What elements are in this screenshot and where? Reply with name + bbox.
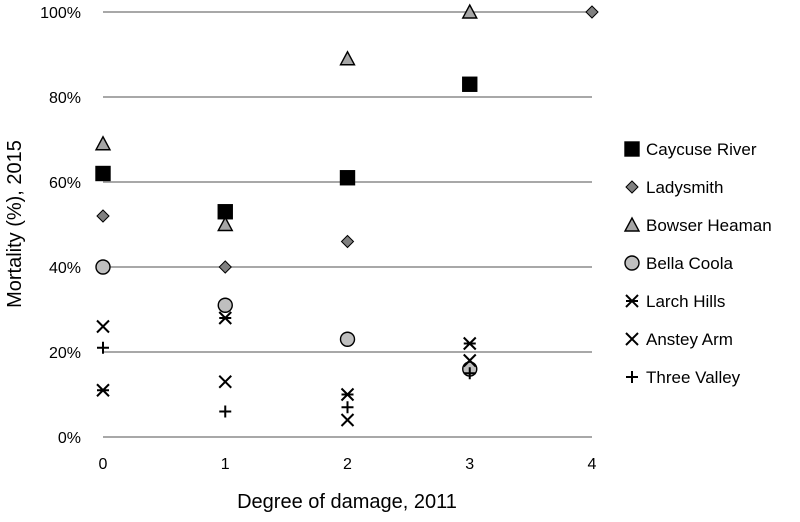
- y-tick-label: 40%: [49, 260, 81, 277]
- y-tick-label: 60%: [49, 175, 81, 192]
- legend-item: Anstey Arm: [625, 330, 733, 349]
- legend-marker: [625, 332, 639, 346]
- data-point: [341, 401, 354, 414]
- data-point: [218, 260, 232, 274]
- legend-label: Bowser Heaman: [646, 216, 772, 235]
- y-tick-label: 80%: [49, 90, 81, 107]
- gridlines: [103, 11, 592, 438]
- legend: Caycuse River Ladysmith Bowser Heaman Bella…: [623, 140, 772, 387]
- data-points: [94, 3, 599, 427]
- data-point: [96, 319, 110, 334]
- legend-item: Larch Hills: [625, 292, 725, 311]
- data-point: [96, 209, 110, 223]
- series-ladysmith: [96, 5, 599, 274]
- data-point: [218, 375, 232, 389]
- legend-label: Three Valley: [646, 368, 741, 387]
- data-point: [585, 5, 599, 19]
- legend-label: Larch Hills: [646, 292, 725, 311]
- data-point: [217, 297, 233, 313]
- x-axis-title: Degree of damage, 2011: [237, 491, 457, 513]
- data-point: [94, 135, 112, 151]
- data-point: [463, 353, 477, 368]
- legend-label: Ladysmith: [646, 178, 723, 197]
- data-point: [463, 336, 477, 351]
- series-anstey-arm: [96, 319, 477, 427]
- data-point: [461, 3, 478, 19]
- x-tick-label: 3: [465, 456, 474, 473]
- x-tick-labels: 0 1 2 3 4: [99, 456, 597, 473]
- legend-marker: [626, 371, 638, 383]
- y-tick-label: 20%: [49, 345, 81, 362]
- legend-item: Three Valley: [626, 368, 741, 387]
- data-point: [95, 259, 111, 275]
- data-point: [339, 331, 356, 347]
- data-point: [95, 165, 111, 182]
- legend-marker: [625, 294, 639, 308]
- legend-item: Bella Coola: [624, 254, 733, 273]
- x-tick-label: 1: [221, 456, 230, 473]
- legend-marker: [624, 255, 640, 271]
- data-point: [339, 170, 356, 186]
- legend-item: Bowser Heaman: [623, 216, 772, 235]
- data-point: [219, 405, 232, 418]
- data-point: [97, 341, 109, 354]
- x-tick-label: 0: [99, 456, 108, 473]
- series-bella-coola: [95, 259, 478, 377]
- x-tick-label: 4: [588, 456, 597, 473]
- data-point: [340, 413, 355, 427]
- data-point: [218, 311, 232, 325]
- data-point: [463, 367, 476, 380]
- legend-label: Anstey Arm: [646, 330, 733, 349]
- series-caycuse-river: [95, 76, 478, 220]
- legend-marker: [625, 180, 639, 194]
- data-point: [462, 76, 478, 92]
- series-three-valley: [97, 341, 476, 418]
- series-bowser-heaman: [94, 3, 478, 232]
- data-point: [96, 383, 110, 397]
- y-tick-label: 0%: [58, 430, 81, 447]
- legend-item: Ladysmith: [625, 178, 723, 197]
- y-tick-labels: 0% 20% 40% 60% 80% 100%: [40, 5, 81, 447]
- y-tick-label: 100%: [40, 5, 81, 22]
- data-point: [340, 234, 355, 249]
- legend-label: Bella Coola: [646, 254, 733, 273]
- x-tick-label: 2: [343, 456, 352, 473]
- data-point: [339, 50, 356, 66]
- data-point: [340, 387, 355, 402]
- legend-label: Caycuse River: [646, 140, 757, 159]
- legend-marker: [624, 141, 640, 157]
- data-point: [217, 216, 234, 232]
- y-axis-title: Mortality (%), 2015: [4, 140, 26, 308]
- legend-item: Caycuse River: [624, 140, 757, 159]
- legend-marker: [623, 216, 641, 232]
- series-larch-hills: [96, 311, 477, 402]
